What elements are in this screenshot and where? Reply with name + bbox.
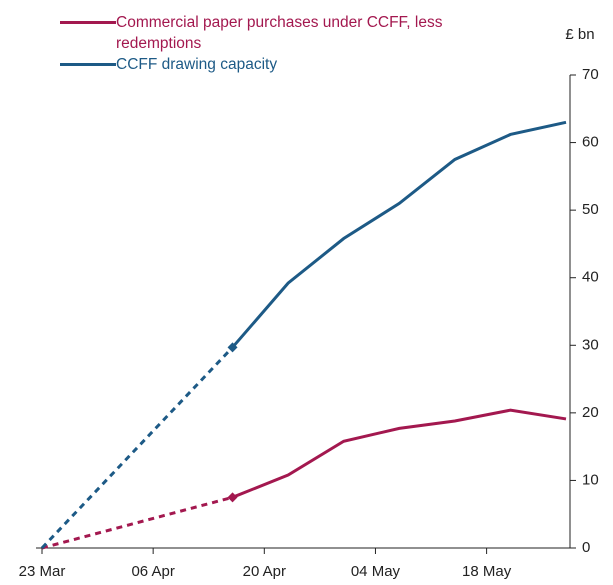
y-tick-label: 10 — [582, 471, 599, 488]
dashed-line — [40, 346, 234, 550]
legend-label: Commercial paper purchases under CCFF, l… — [116, 14, 443, 52]
x-tick-label: 23 Mar — [19, 563, 66, 580]
y-tick-label: 40 — [582, 269, 599, 286]
dashed-line — [41, 495, 233, 550]
y-tick-label: 70 — [582, 66, 599, 83]
y-tick-label: 20 — [582, 404, 599, 421]
diamond-marker — [227, 492, 238, 503]
y-tick-label: 50 — [582, 201, 599, 218]
x-tick-label: 06 Apr — [131, 563, 174, 580]
line — [231, 120, 567, 349]
legend-entry: CCFF drawing capacity — [60, 54, 500, 75]
y-tick-label: 0 — [582, 539, 590, 556]
x-tick-label: 18 May — [462, 563, 512, 580]
legend: Commercial paper purchases under CCFF, l… — [60, 12, 500, 75]
x-tick-label: 04 May — [351, 563, 401, 580]
y-axis-label: £ bn — [565, 26, 594, 43]
y-tick-label: 30 — [582, 336, 599, 353]
x-tick-label: 20 Apr — [243, 563, 286, 580]
legend-label: CCFF drawing capacity — [116, 56, 278, 73]
y-tick-label: 60 — [582, 134, 599, 151]
legend-swatch — [60, 63, 116, 66]
line — [231, 408, 567, 499]
legend-swatch — [60, 21, 116, 24]
diamond-marker — [227, 342, 238, 353]
legend-entry: Commercial paper purchases under CCFF, l… — [60, 12, 500, 54]
